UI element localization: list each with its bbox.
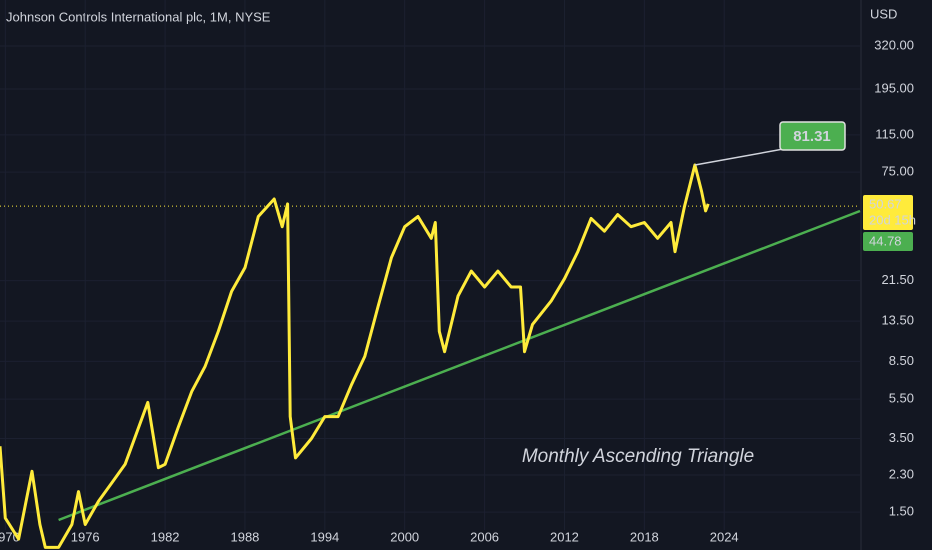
trend-price-box: [863, 232, 913, 251]
y-tick-label: 13.50: [881, 313, 914, 328]
last-price-label: 50.67: [869, 196, 902, 211]
y-tick-label: 8.50: [889, 353, 914, 368]
x-tick-label: 2024: [710, 529, 739, 544]
x-tick-label: 2000: [390, 529, 419, 544]
last-price-box: [863, 195, 913, 230]
y-tick-label: 115.00: [875, 126, 914, 141]
trend-line: [58, 209, 861, 522]
y-tick-label: 320.00: [874, 37, 914, 52]
y-tick-label: 21.50: [881, 272, 914, 287]
x-tick-label: 1994: [310, 529, 339, 544]
annotation: Monthly Ascending Triangle: [522, 446, 754, 467]
x-tick-label: 2012: [550, 529, 579, 544]
y-tick-label: 1.50: [889, 504, 914, 519]
high-label: 81.31: [793, 128, 831, 145]
trend-price-label: 44.78: [869, 233, 902, 248]
callout-box: [779, 121, 846, 151]
y-tick-label: 75.00: [881, 164, 914, 179]
countdown-label: 20d 15h: [869, 212, 916, 227]
x-tick-label: 2018: [630, 529, 659, 544]
y-tick-label: 3.50: [889, 430, 914, 445]
y-tick-label: 2.30: [889, 466, 914, 481]
y-tick-label: 5.50: [889, 391, 914, 406]
y-tick-label: 195.00: [874, 80, 914, 95]
x-tick-label: 2006: [470, 529, 499, 544]
y-unit: USD: [870, 6, 897, 21]
x-tick-label: 1982: [151, 529, 180, 544]
x-tick-label: 1988: [230, 529, 259, 544]
chart-title: Johnson Controls International plc, 1M, …: [6, 9, 271, 24]
price-line: [0, 163, 710, 549]
x-tick-label: 1976: [71, 529, 100, 544]
